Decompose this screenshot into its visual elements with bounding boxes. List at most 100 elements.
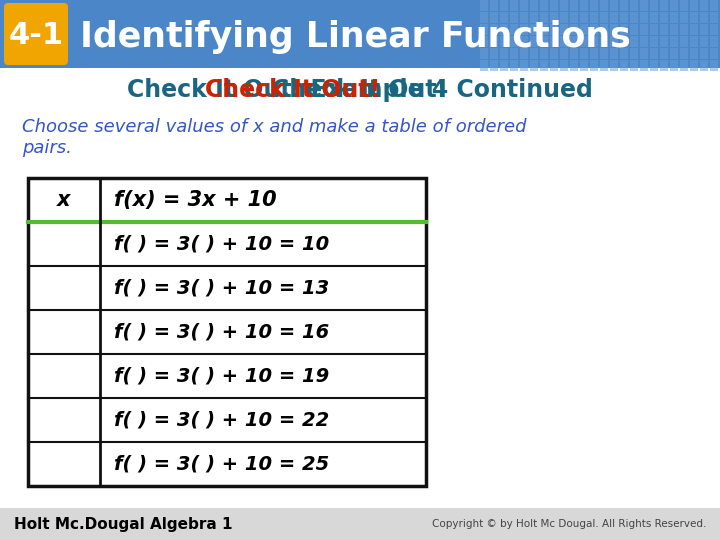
FancyBboxPatch shape: [660, 60, 668, 71]
FancyBboxPatch shape: [500, 24, 508, 35]
FancyBboxPatch shape: [610, 24, 618, 35]
FancyBboxPatch shape: [550, 12, 558, 23]
FancyBboxPatch shape: [540, 36, 548, 47]
Text: 4-1: 4-1: [9, 21, 63, 50]
FancyBboxPatch shape: [28, 178, 426, 486]
FancyBboxPatch shape: [640, 24, 648, 35]
FancyBboxPatch shape: [660, 48, 668, 59]
FancyBboxPatch shape: [570, 48, 578, 59]
FancyBboxPatch shape: [680, 48, 688, 59]
FancyBboxPatch shape: [660, 24, 668, 35]
FancyBboxPatch shape: [560, 0, 568, 11]
FancyBboxPatch shape: [540, 12, 548, 23]
FancyBboxPatch shape: [550, 60, 558, 71]
FancyBboxPatch shape: [510, 60, 518, 71]
FancyBboxPatch shape: [690, 0, 698, 11]
Text: Identifying Linear Functions: Identifying Linear Functions: [80, 20, 631, 54]
Text: f( ) = 3( ) + 10 = 13: f( ) = 3( ) + 10 = 13: [114, 279, 329, 298]
FancyBboxPatch shape: [650, 36, 658, 47]
FancyBboxPatch shape: [640, 0, 648, 11]
FancyBboxPatch shape: [690, 12, 698, 23]
FancyBboxPatch shape: [610, 60, 618, 71]
FancyBboxPatch shape: [620, 60, 628, 71]
FancyBboxPatch shape: [480, 60, 488, 71]
FancyBboxPatch shape: [690, 60, 698, 71]
FancyBboxPatch shape: [690, 24, 698, 35]
FancyBboxPatch shape: [600, 12, 608, 23]
FancyBboxPatch shape: [710, 36, 718, 47]
FancyBboxPatch shape: [510, 36, 518, 47]
FancyBboxPatch shape: [530, 36, 538, 47]
FancyBboxPatch shape: [650, 48, 658, 59]
FancyBboxPatch shape: [620, 0, 628, 11]
FancyBboxPatch shape: [680, 0, 688, 11]
FancyBboxPatch shape: [500, 0, 508, 11]
Text: f(x) = 3x + 10: f(x) = 3x + 10: [114, 190, 276, 210]
FancyBboxPatch shape: [710, 12, 718, 23]
FancyBboxPatch shape: [500, 12, 508, 23]
FancyBboxPatch shape: [550, 0, 558, 11]
Text: f( ) = 3( ) + 10 = 25: f( ) = 3( ) + 10 = 25: [114, 455, 329, 474]
FancyBboxPatch shape: [710, 24, 718, 35]
FancyBboxPatch shape: [620, 24, 628, 35]
FancyBboxPatch shape: [490, 0, 498, 11]
FancyBboxPatch shape: [570, 24, 578, 35]
FancyBboxPatch shape: [640, 12, 648, 23]
FancyBboxPatch shape: [4, 3, 68, 65]
FancyBboxPatch shape: [520, 48, 528, 59]
Text: Holt Mc.Dougal Algebra 1: Holt Mc.Dougal Algebra 1: [14, 516, 233, 531]
FancyBboxPatch shape: [480, 0, 488, 11]
Text: Check It Out!: Check It Out!: [272, 78, 448, 102]
FancyBboxPatch shape: [610, 36, 618, 47]
FancyBboxPatch shape: [510, 12, 518, 23]
FancyBboxPatch shape: [700, 60, 708, 71]
FancyBboxPatch shape: [560, 24, 568, 35]
FancyBboxPatch shape: [590, 48, 598, 59]
FancyBboxPatch shape: [520, 0, 528, 11]
FancyBboxPatch shape: [660, 36, 668, 47]
FancyBboxPatch shape: [490, 36, 498, 47]
FancyBboxPatch shape: [670, 36, 678, 47]
FancyBboxPatch shape: [590, 36, 598, 47]
FancyBboxPatch shape: [530, 24, 538, 35]
FancyBboxPatch shape: [640, 48, 648, 59]
FancyBboxPatch shape: [580, 0, 588, 11]
FancyBboxPatch shape: [520, 12, 528, 23]
FancyBboxPatch shape: [590, 60, 598, 71]
FancyBboxPatch shape: [630, 24, 638, 35]
FancyBboxPatch shape: [670, 0, 678, 11]
Text: f( ) = 3( ) + 10 = 10: f( ) = 3( ) + 10 = 10: [114, 234, 329, 253]
FancyBboxPatch shape: [530, 12, 538, 23]
FancyBboxPatch shape: [540, 0, 548, 11]
FancyBboxPatch shape: [560, 12, 568, 23]
FancyBboxPatch shape: [650, 60, 658, 71]
FancyBboxPatch shape: [590, 24, 598, 35]
FancyBboxPatch shape: [640, 36, 648, 47]
FancyBboxPatch shape: [700, 24, 708, 35]
FancyBboxPatch shape: [690, 48, 698, 59]
FancyBboxPatch shape: [500, 60, 508, 71]
FancyBboxPatch shape: [490, 12, 498, 23]
FancyBboxPatch shape: [520, 60, 528, 71]
FancyBboxPatch shape: [480, 12, 488, 23]
FancyBboxPatch shape: [0, 508, 720, 540]
FancyBboxPatch shape: [560, 36, 568, 47]
FancyBboxPatch shape: [510, 24, 518, 35]
FancyBboxPatch shape: [580, 60, 588, 71]
FancyBboxPatch shape: [590, 0, 598, 11]
FancyBboxPatch shape: [570, 60, 578, 71]
FancyBboxPatch shape: [580, 12, 588, 23]
FancyBboxPatch shape: [630, 12, 638, 23]
FancyBboxPatch shape: [670, 60, 678, 71]
FancyBboxPatch shape: [630, 36, 638, 47]
FancyBboxPatch shape: [570, 12, 578, 23]
FancyBboxPatch shape: [700, 36, 708, 47]
FancyBboxPatch shape: [550, 48, 558, 59]
FancyBboxPatch shape: [660, 12, 668, 23]
FancyBboxPatch shape: [610, 0, 618, 11]
FancyBboxPatch shape: [670, 24, 678, 35]
FancyBboxPatch shape: [520, 36, 528, 47]
FancyBboxPatch shape: [650, 0, 658, 11]
FancyBboxPatch shape: [610, 12, 618, 23]
Text: Copyright © by Holt Mc Dougal. All Rights Reserved.: Copyright © by Holt Mc Dougal. All Right…: [431, 519, 706, 529]
